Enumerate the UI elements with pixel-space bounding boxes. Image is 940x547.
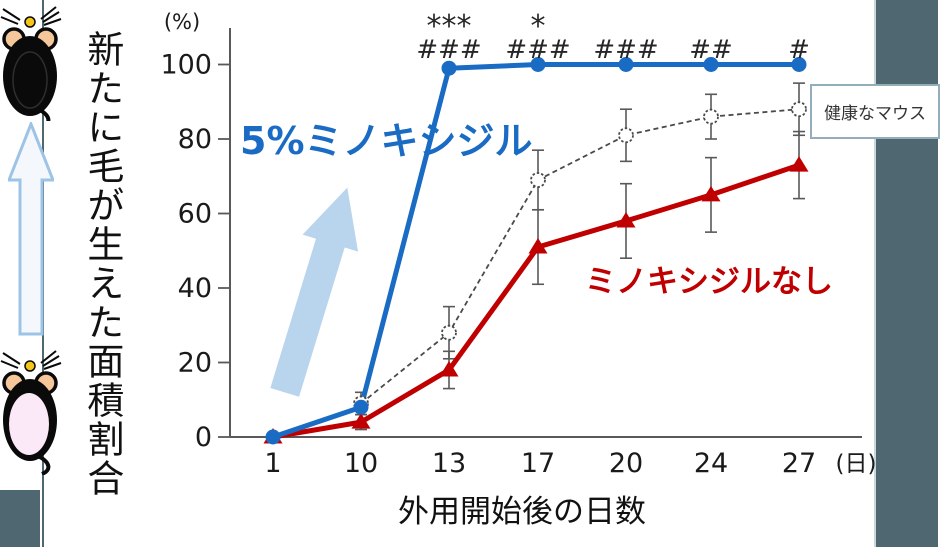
legend-healthy-mice-label: 健康なマウス — [824, 104, 926, 124]
svg-text:###: ### — [593, 35, 658, 65]
y-axis-title-vertical: 新たに毛が生えた面積割合 — [80, 30, 124, 498]
svg-text:60: 60 — [178, 199, 212, 230]
svg-text:27: 27 — [782, 448, 816, 479]
upward-arrow-icon — [8, 122, 54, 336]
svg-text:###: ### — [416, 35, 481, 65]
svg-text:(%): (%) — [164, 10, 200, 34]
svg-text:###: ### — [505, 35, 570, 65]
svg-text:#: # — [788, 35, 810, 65]
svg-text:20: 20 — [178, 348, 212, 379]
svg-text:0: 0 — [195, 422, 212, 453]
svg-text:100: 100 — [160, 50, 212, 81]
svg-text:40: 40 — [178, 273, 212, 304]
x-axis-title: 外用開始後の日数 — [398, 494, 646, 530]
svg-text:*: * — [531, 9, 546, 44]
svg-text:13: 13 — [432, 448, 466, 479]
svg-text:80: 80 — [178, 124, 212, 155]
svg-text:1: 1 — [264, 448, 281, 479]
series-label-no-minoxidil: ミノキシジルなし — [585, 264, 833, 300]
svg-text:(日): (日) — [836, 451, 877, 477]
shaved-mouse-icon — [0, 350, 62, 475]
haired-mouse-icon — [0, 6, 62, 121]
svg-text:***: *** — [427, 9, 472, 44]
svg-text:20: 20 — [609, 448, 643, 479]
svg-text:10: 10 — [344, 448, 378, 479]
svg-text:24: 24 — [694, 448, 728, 479]
bottom-left-accent-block — [0, 490, 40, 547]
svg-text:##: ## — [689, 35, 733, 65]
svg-text:17: 17 — [521, 448, 555, 479]
legend-healthy-mice: 健康なマウス — [810, 84, 940, 139]
series-label-minoxidil: 5%ミノキシジル — [240, 119, 533, 163]
